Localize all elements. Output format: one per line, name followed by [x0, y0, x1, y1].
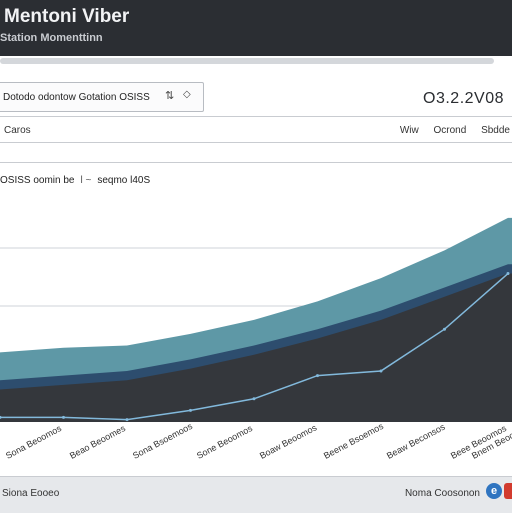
- app-header: Mentoni Viber Station Momenttinn: [0, 0, 512, 56]
- status-left: Siona Eooeo: [2, 488, 60, 499]
- status-right: Noma Coosonon: [404, 488, 480, 499]
- series-area-base: [0, 273, 512, 422]
- toolbar-action-wiw[interactable]: Wiw: [399, 125, 419, 136]
- app-subtitle: Station Momenttinn: [0, 32, 103, 44]
- data-point[interactable]: [316, 374, 319, 378]
- data-point[interactable]: [506, 272, 510, 276]
- data-point[interactable]: [62, 415, 65, 419]
- chart-caption-right: seqmo l40S: [97, 175, 151, 186]
- status-bar: Siona Eooeo Noma Coosonon e: [0, 476, 512, 513]
- data-point[interactable]: [379, 369, 383, 373]
- data-point[interactable]: [125, 418, 129, 422]
- value-readout: O3.2.2V08: [423, 90, 504, 107]
- alert-icon[interactable]: [504, 483, 512, 499]
- station-selector[interactable]: Dotodo odontow Gotation OSISS ⇅ ◇: [0, 82, 204, 112]
- app-title: Mentoni Viber: [4, 6, 130, 27]
- data-point[interactable]: [189, 408, 192, 412]
- chart-caption: OSISS oomin be l ~ seqmo l40S: [0, 175, 150, 186]
- toolbar-label: Caros: [4, 125, 31, 136]
- divider: [0, 162, 512, 163]
- selector-label: Dotodo odontow Gotation OSISS: [3, 92, 150, 103]
- horizontal-scrollbar[interactable]: [0, 58, 494, 64]
- chart-caption-sep: l ~: [80, 175, 92, 186]
- toolbar-actions: Wiw Ocrond Sbdde: [388, 125, 510, 136]
- divider: [0, 142, 512, 143]
- data-point[interactable]: [252, 397, 256, 401]
- browser-icon[interactable]: e: [486, 483, 502, 499]
- chevron-down-icon[interactable]: ◇: [183, 89, 191, 100]
- divider: [0, 116, 512, 117]
- toolbar-action-ocrond[interactable]: Ocrond: [433, 125, 467, 136]
- sort-icon[interactable]: ⇅: [165, 90, 175, 102]
- chart-caption-left: OSISS oomin be: [0, 175, 75, 186]
- data-point[interactable]: [0, 415, 2, 419]
- toolbar-action-sbdde[interactable]: Sbdde: [481, 125, 510, 136]
- area-chart: [0, 190, 512, 422]
- data-point[interactable]: [443, 327, 446, 331]
